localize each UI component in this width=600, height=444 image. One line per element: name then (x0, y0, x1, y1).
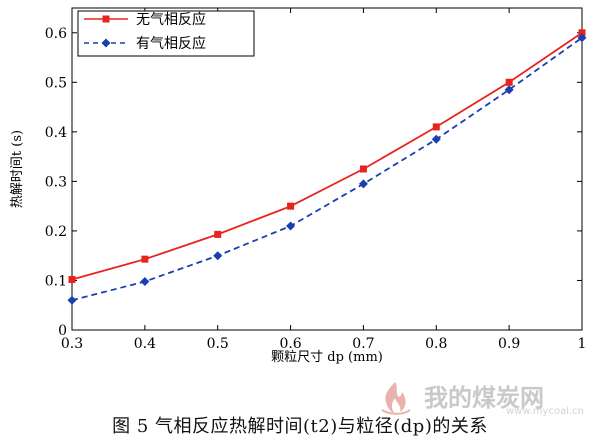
x-tick-label: 1 (578, 336, 587, 352)
data-point-diamond (577, 33, 587, 43)
watermark: 我的煤炭网 www.mycoal.cn (378, 378, 598, 418)
legend-marker-diamond (101, 38, 111, 48)
y-tick-label: 0.1 (45, 273, 67, 289)
x-tick-label: 0.4 (134, 336, 156, 352)
data-point-diamond (213, 251, 223, 261)
x-tick-label: 0.5 (207, 336, 229, 352)
y-tick-label: 0 (58, 323, 67, 339)
data-point-square (578, 29, 586, 37)
data-point-square (432, 123, 440, 131)
data-point-square (359, 165, 367, 173)
data-point-diamond (504, 85, 514, 95)
pyrolysis-time-chart: 0.3 0.4 0.5 0.6 0.7 0.8 0.9 1 0 0.1 0.2 0.3 0.4 0.5 0.… (10, 7, 587, 365)
data-point-square (68, 275, 76, 283)
series-line-1 (71, 32, 583, 281)
legend-label-series-1: 无气相反应 (136, 11, 206, 28)
data-point-square (287, 202, 295, 210)
x-tick-label: 0.9 (498, 336, 520, 352)
y-tick-label: 0.3 (45, 174, 67, 190)
series-layer (67, 29, 587, 305)
axis-ticks: 0.3 0.4 0.5 0.6 0.7 0.8 0.9 1 0 0.1 0.2 0.3 0.4 0.5 0.… (45, 8, 587, 352)
y-tick-label: 0.2 (45, 224, 67, 240)
data-point-diamond (286, 221, 296, 231)
data-point-diamond (140, 276, 150, 286)
data-point-diamond (431, 134, 441, 144)
legend-label-series-2: 有气相反应 (136, 35, 206, 52)
figure-caption: 图 5 气相反应热解时间(t2)与粒径(dp)的关系 (112, 416, 488, 437)
y-axis-label: 热解时间t (s) (10, 130, 25, 208)
data-point-square (505, 78, 513, 86)
x-tick-label: 0.3 (61, 336, 83, 352)
data-point-square (214, 230, 222, 238)
y-tick-label: 0.6 (45, 26, 67, 42)
data-point-diamond (67, 295, 77, 305)
x-tick-label: 0.7 (352, 336, 374, 352)
legend: 无气相反应 有气相反应 (77, 10, 255, 57)
data-point-diamond (358, 179, 368, 189)
y-tick-label: 0.5 (45, 75, 67, 91)
y-tick-label: 0.4 (45, 125, 67, 141)
x-tick-label: 0.8 (425, 336, 447, 352)
plot-area (71, 7, 583, 331)
watermark-url: www.mycoal.cn (506, 406, 584, 417)
watermark-text: 我的煤炭网 (424, 384, 544, 412)
legend-marker-square (102, 15, 110, 23)
x-axis-label: 颗粒尺寸 dp (mm) (271, 350, 383, 365)
data-point-square (141, 255, 149, 263)
x-tick-label: 0.6 (279, 336, 301, 352)
series-line-2 (71, 36, 583, 302)
flame-logo-icon (381, 382, 411, 415)
